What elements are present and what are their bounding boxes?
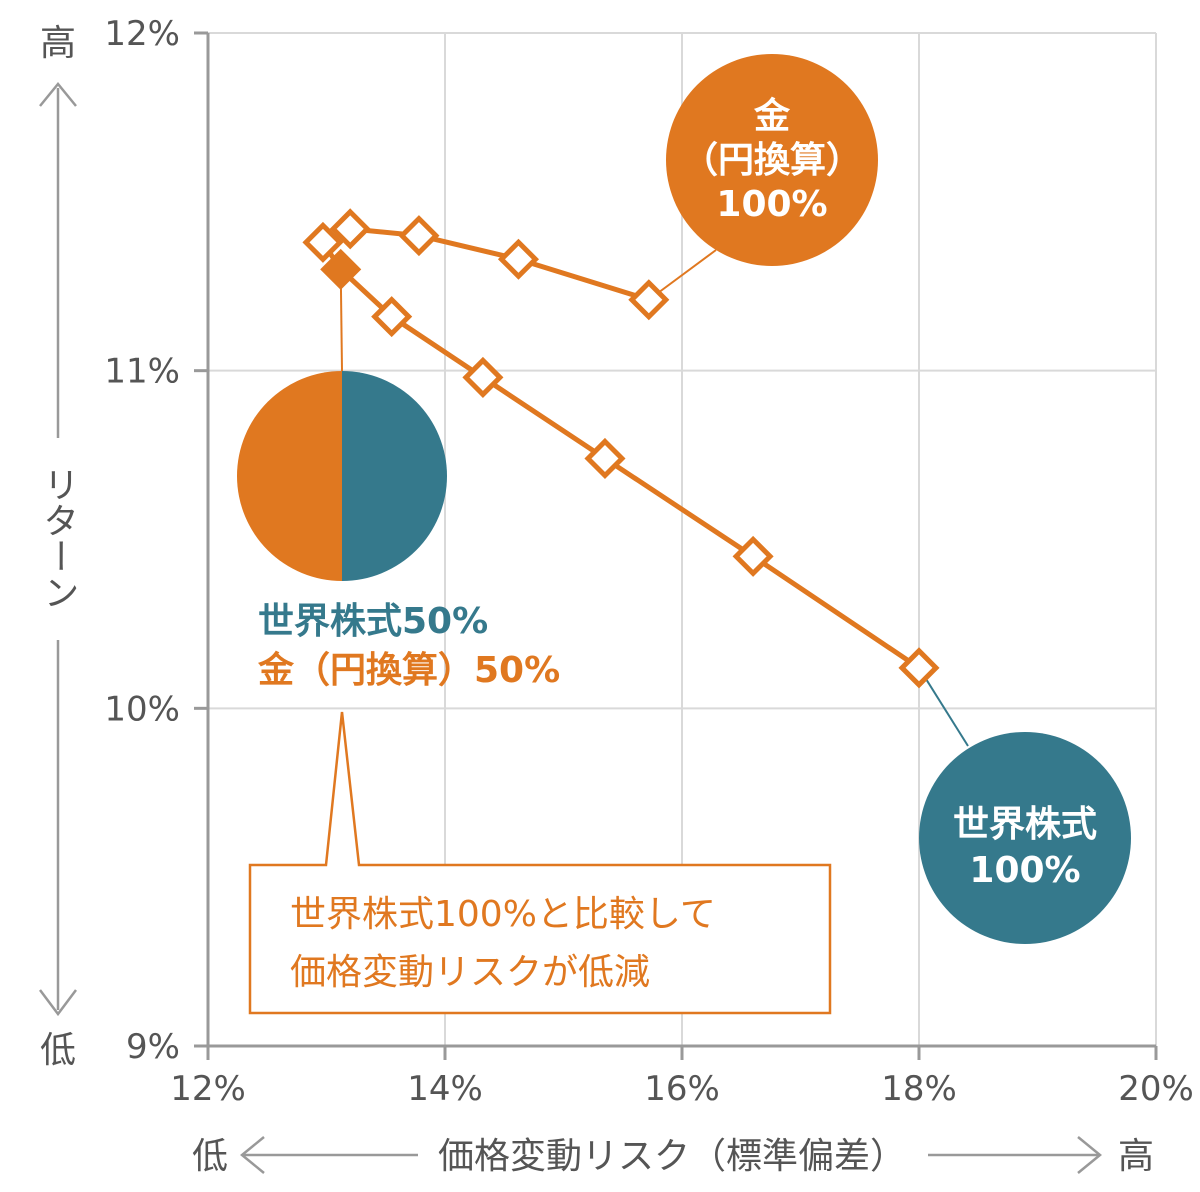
data-point xyxy=(371,296,413,338)
gold-bubble-line2: （円換算） xyxy=(682,140,862,181)
gold-bubble: 金 （円換算） 100% xyxy=(666,54,878,266)
x-high-label: 高 xyxy=(1118,1136,1154,1177)
y-tick-label: 12% xyxy=(104,14,180,54)
data-point xyxy=(398,215,440,257)
y-low-label: 低 xyxy=(40,1030,76,1071)
pie-label-stock: 世界株式50% xyxy=(258,601,488,642)
x-tick-label: 16% xyxy=(644,1069,720,1109)
gold-bubble-circle xyxy=(666,54,878,266)
x-axis-title: 価格変動リスク（標準偏差） xyxy=(438,1136,906,1177)
data-point xyxy=(732,535,774,577)
callout-box: 世界株式100%と比較して 価格変動リスクが低減 xyxy=(248,711,832,1015)
callout-line2: 価格変動リスクが低減 xyxy=(290,952,650,993)
x-tick-label: 18% xyxy=(881,1069,957,1109)
x-tick-label: 14% xyxy=(407,1069,483,1109)
x-low-label: 低 xyxy=(192,1136,228,1177)
data-point xyxy=(898,647,940,689)
y-axis-arrow xyxy=(39,82,77,1017)
highlight-point xyxy=(320,248,362,290)
data-point xyxy=(584,437,626,479)
pie-slice-stock xyxy=(342,371,447,581)
pie-slice-gold xyxy=(237,371,342,581)
gold-bubble-line1: 金 xyxy=(753,95,791,137)
leader-line-stock xyxy=(918,667,969,747)
data-point xyxy=(628,279,670,321)
axes xyxy=(194,31,1158,1060)
stock-bubble: 世界株式 100% xyxy=(919,732,1131,944)
data-point xyxy=(462,356,504,398)
series-frontier xyxy=(302,208,940,689)
callout-border xyxy=(248,711,832,1015)
data-point xyxy=(302,221,344,263)
data-point xyxy=(329,208,371,250)
x-tick-label: 20% xyxy=(1118,1069,1194,1109)
gold-bubble-line3: 100% xyxy=(716,184,827,225)
x-tick-label: 12% xyxy=(170,1069,246,1109)
y-tick-label: 11% xyxy=(104,352,180,392)
stock-bubble-line2: 100% xyxy=(969,850,1080,891)
tick-labels: 12% 14% 16% 18% 20% 9% 10% 11% 12% xyxy=(104,14,1193,1109)
y-axis-title: リターン xyxy=(38,466,79,610)
x-axis-arrow xyxy=(240,1136,1102,1174)
y-high-label: 高 xyxy=(40,23,76,64)
stock-bubble-circle xyxy=(919,732,1131,944)
callout-line1: 世界株式100%と比較して xyxy=(290,894,716,935)
allocation-pie xyxy=(237,371,447,581)
stock-bubble-line1: 世界株式 xyxy=(953,804,1097,845)
pie-label-gold: 金（円換算）50% xyxy=(257,649,560,691)
y-tick-label: 10% xyxy=(104,689,180,729)
y-tick-label: 9% xyxy=(126,1027,180,1067)
data-point xyxy=(497,238,540,280)
